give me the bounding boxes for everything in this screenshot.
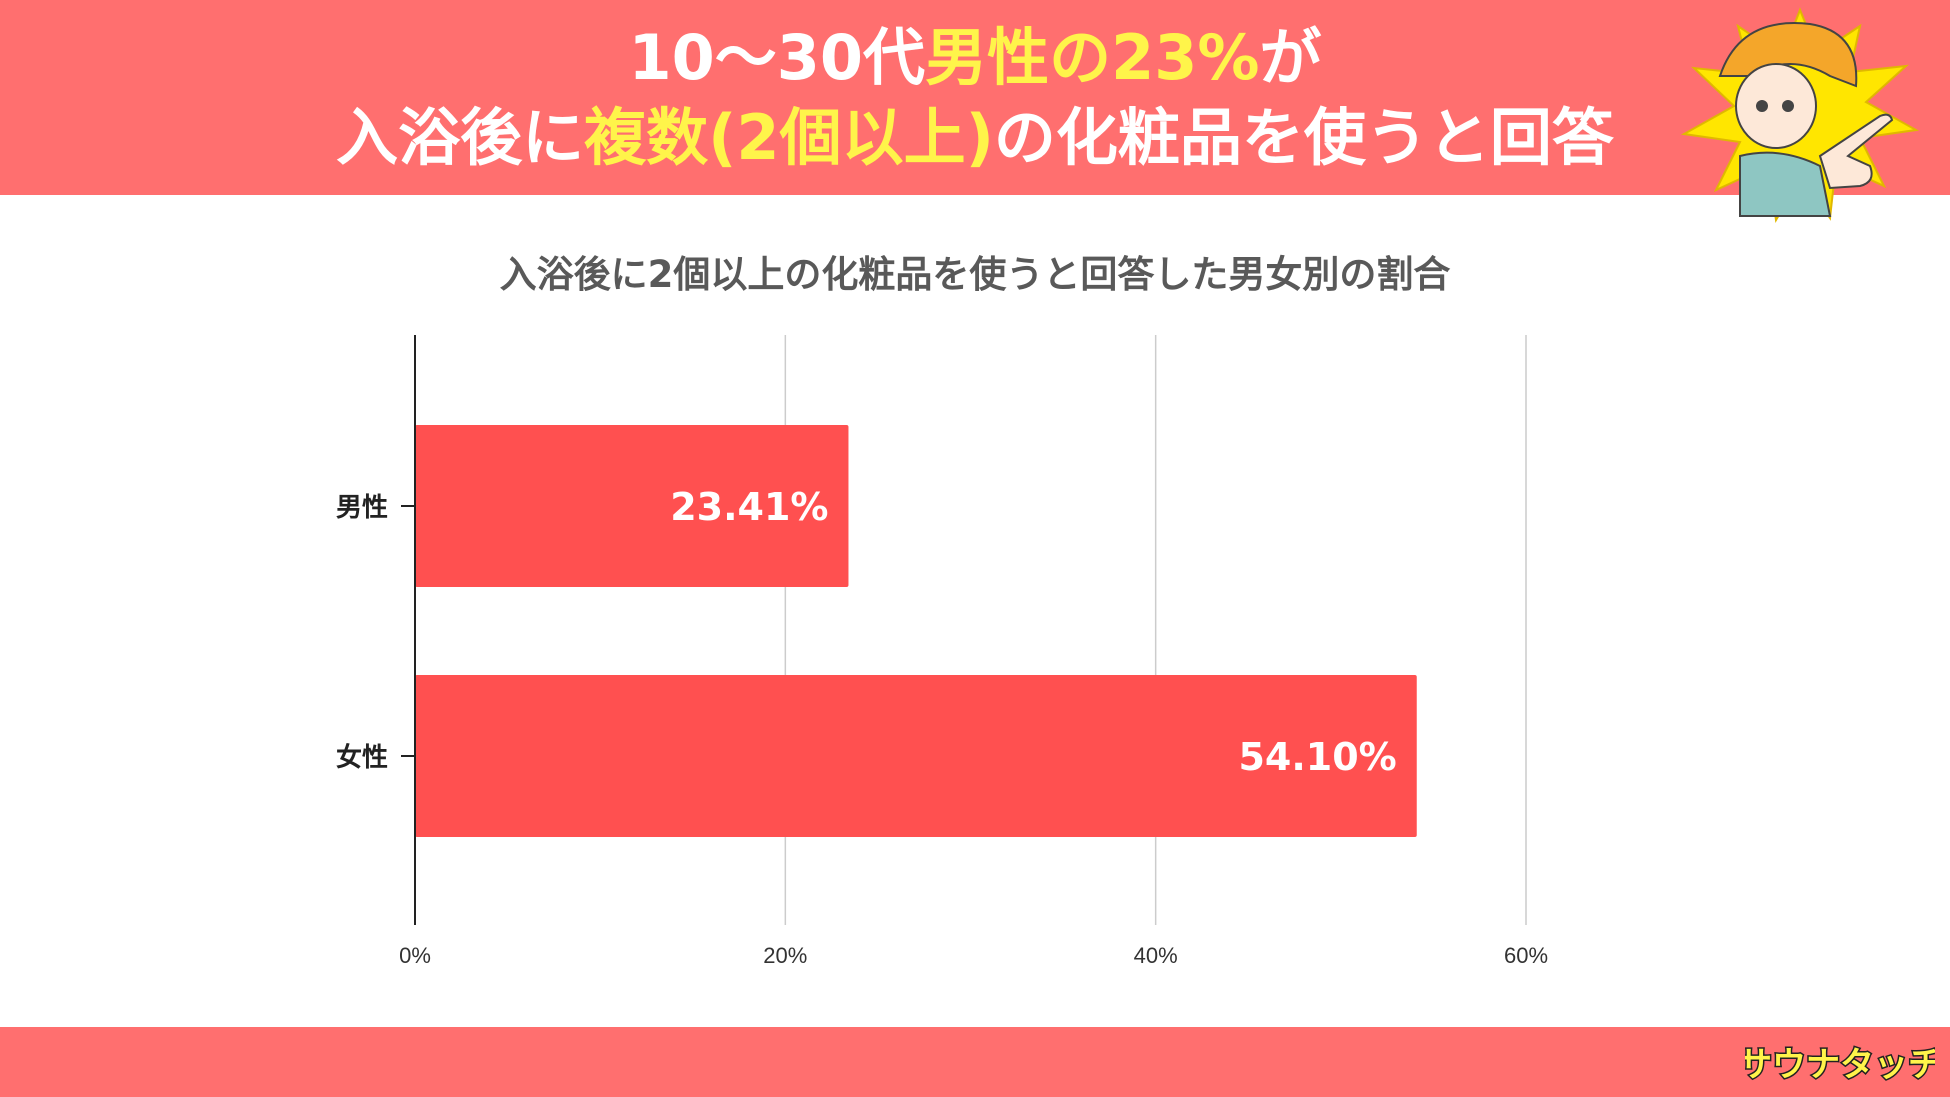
headline-line-1: 10〜30代男性の23%が xyxy=(0,20,1950,96)
eye-left xyxy=(1756,100,1768,112)
bars: 23.41% 54.10% xyxy=(415,425,1417,837)
x-tick-label: 60% xyxy=(1504,943,1548,968)
footer-bar xyxy=(0,1027,1950,1097)
brand-logo-text: サウナタッチ xyxy=(1745,1045,1935,1085)
header-banner xyxy=(0,0,1950,195)
headline-2-highlight: 複数(2個以上) xyxy=(584,101,994,174)
x-tick-label: 40% xyxy=(1134,943,1178,968)
headline-2-part-1: 入浴後に xyxy=(336,101,585,174)
headline-2-part-3: の化粧品を使うと回答 xyxy=(993,101,1614,174)
category-label: 男性 xyxy=(336,493,388,523)
headline-line-2: 入浴後に複数(2個以上)の化粧品を使うと回答 xyxy=(0,100,1950,176)
eye-right xyxy=(1782,100,1794,112)
mascot-illustration xyxy=(1680,7,1920,223)
body xyxy=(1739,151,1832,217)
chart-title: 入浴後に2個以上の化粧品を使うと回答した男女別の割合 xyxy=(499,253,1451,296)
x-tick-label: 0% xyxy=(399,943,431,968)
bar xyxy=(415,425,849,587)
bar-value-label: 23.41% xyxy=(670,485,828,529)
face xyxy=(1735,63,1817,149)
category-label: 女性 xyxy=(336,742,388,773)
brand-logo: サウナタッチ xyxy=(1745,1044,1935,1087)
bar-value-label: 54.10% xyxy=(1238,735,1396,779)
x-tick-label: 20% xyxy=(763,943,807,968)
headline-1-part-3: が xyxy=(1259,21,1322,94)
headline-1-highlight: 男性の23% xyxy=(925,21,1260,94)
pointing-hand xyxy=(1818,113,1894,190)
headline-1-part-1: 10〜30代 xyxy=(628,21,926,94)
bar xyxy=(415,675,1417,837)
